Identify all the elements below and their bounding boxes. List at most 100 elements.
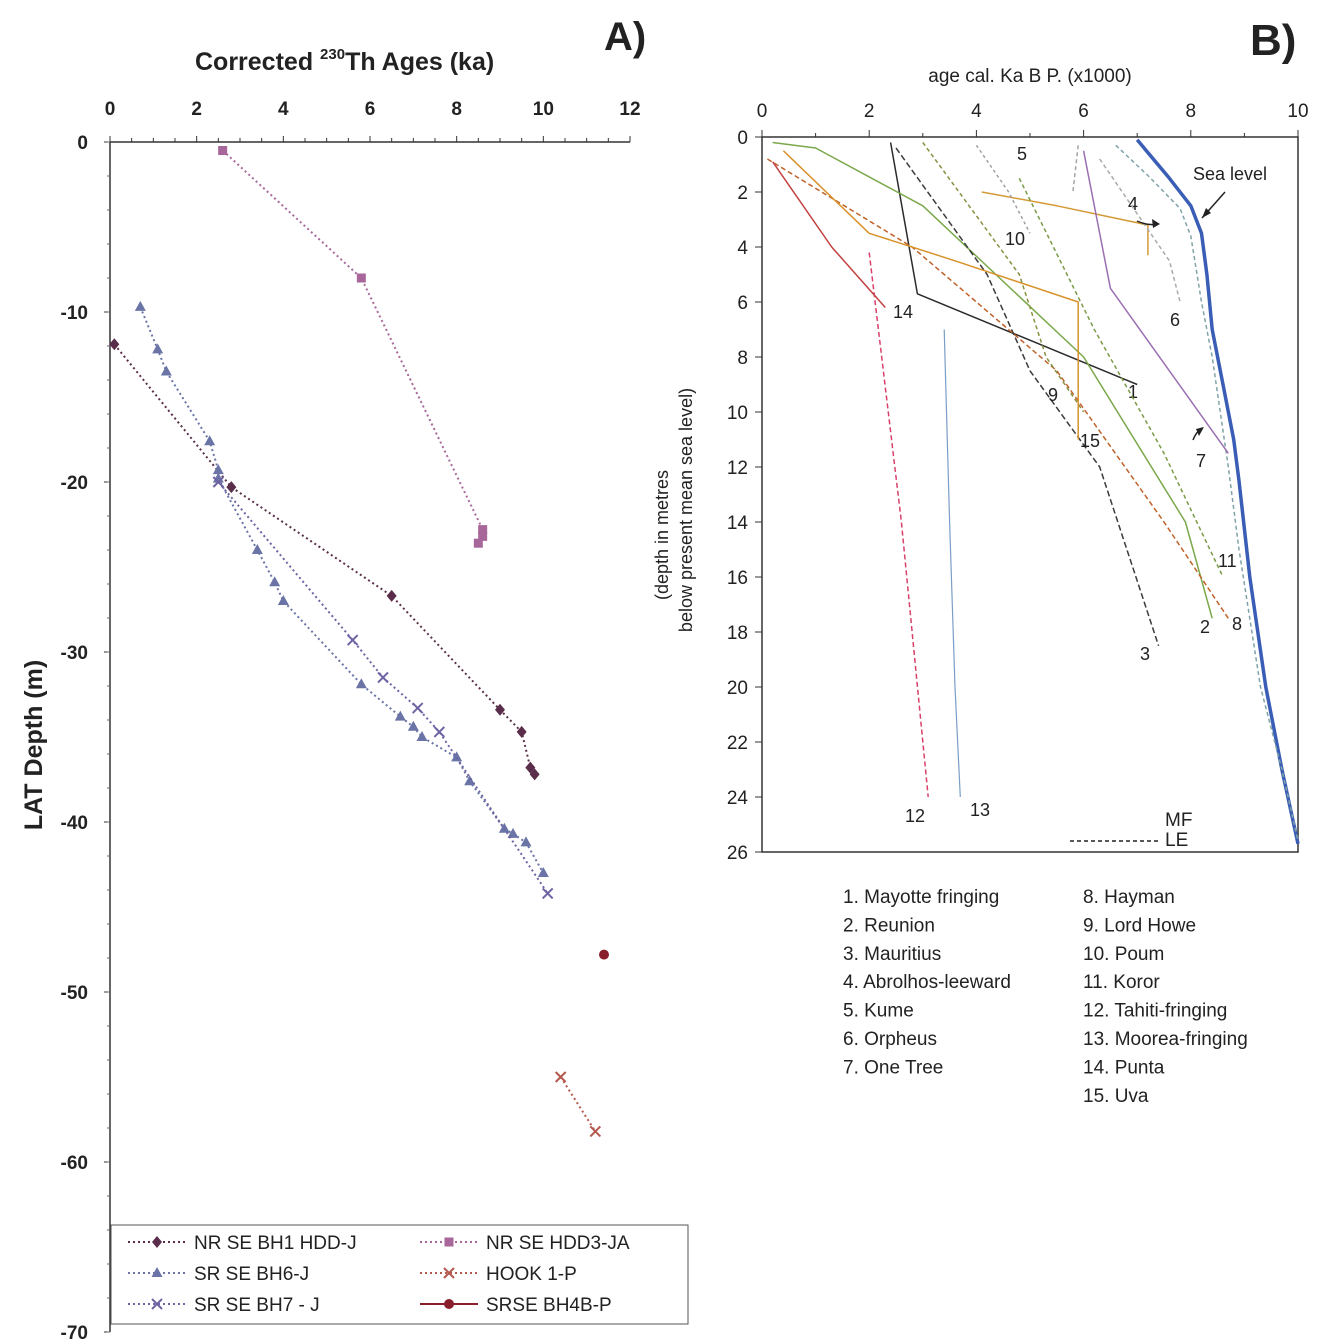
panel-a-data-point <box>554 1071 567 1083</box>
site-list-item: 3. Mauritius <box>843 944 941 965</box>
panel-b-series-14: 14 <box>772 161 913 322</box>
panel-b-y-tick-label: 26 <box>727 843 748 864</box>
panel-a-x-tick-label: 8 <box>451 99 462 120</box>
panel-a-legend: NR SE BH1 HDD-J NR SE HDD3-JA SR SE BH6-J H… <box>110 1224 689 1325</box>
panel-a-series-line <box>113 343 536 775</box>
panel-a-series-1 <box>109 338 540 781</box>
panel-a-y-tick-label: -70 <box>61 1323 88 1341</box>
panel-b-series-line <box>975 144 1031 234</box>
panel-a-data-point <box>160 365 172 376</box>
panel-b-series-10: 10 <box>975 144 1031 249</box>
panel-a-series-3 <box>134 300 549 877</box>
panel-a-data-point <box>516 725 527 738</box>
panel-a-data-point <box>394 710 406 721</box>
panel-a-y-tick-label: 0 <box>77 133 88 154</box>
panel-b-y-tick-label: 16 <box>727 568 748 589</box>
panel-b-series-label: 2 <box>1200 617 1210 637</box>
legend-box <box>110 1224 689 1325</box>
panel-b-series-line <box>895 147 1160 647</box>
panel-a-series-line <box>222 149 484 544</box>
panel-b-x-tick-label: 0 <box>757 101 768 122</box>
panel-a-series-2 <box>218 146 488 548</box>
legend-entry: SR SE BH6-J <box>128 1264 309 1285</box>
panel-a-data-point <box>464 775 476 786</box>
panel-a-y-tick-label: -60 <box>61 1153 88 1174</box>
panel-a-y-tick-label: -40 <box>61 813 88 834</box>
panel-b-y-tick-label: 6 <box>737 293 748 314</box>
panel-b-x-tick-label: 6 <box>1078 101 1089 122</box>
panel-b-series-9: 9 <box>922 142 1085 413</box>
panel-a-data-point <box>212 476 225 488</box>
panel-a-data-point <box>134 300 146 311</box>
panel-b-y-tick-label: 2 <box>737 183 748 204</box>
panel-b-series-line <box>1072 145 1079 193</box>
panel-a-data-point <box>589 1125 602 1138</box>
panel-b-title: age cal. Ka B P. (x1000) <box>928 66 1132 87</box>
panel-a-data-point <box>498 822 510 833</box>
panel-a-data-point <box>356 273 366 283</box>
panel-a-data-point <box>218 146 228 155</box>
panel-b-y-tick-label: 18 <box>727 623 748 644</box>
panel-a-series-line <box>139 306 545 874</box>
panel-b-y-tick-label: 22 <box>727 733 748 754</box>
panel-b-y-tick-label: 24 <box>727 788 749 809</box>
panel-b-series-label: 4 <box>1128 194 1138 214</box>
panel-b-series-mf <box>1115 144 1299 842</box>
panel-a-series-5 <box>212 476 554 900</box>
panel-b-x-tick-label: 8 <box>1186 101 1197 122</box>
panel-b-y-tick-label: 20 <box>727 678 748 699</box>
panel-a-data-point <box>407 720 419 731</box>
site-list-item: 7. One Tree <box>843 1057 943 1078</box>
panel-b-y-tick-label: 12 <box>727 458 748 479</box>
panel-a-data-point <box>478 531 488 541</box>
panel-a-y-tick-label: -30 <box>61 643 88 664</box>
panel-a-data-point <box>109 338 120 351</box>
panel-a-y-tick-label: -20 <box>61 473 88 494</box>
panel-a-data-point <box>541 887 554 900</box>
panel-b-series-label: 1 <box>1128 382 1138 402</box>
panel-b-series-label: 13 <box>970 800 990 820</box>
panel-b-series-line <box>1099 158 1181 303</box>
panel-a-x-tick-label: 2 <box>191 99 202 120</box>
legend-label: SR SE BH6-J <box>194 1264 309 1285</box>
panel-b-x-tick-label: 10 <box>1287 101 1308 122</box>
panel-a-data-point <box>416 731 428 741</box>
panel-b-ylabel-line2: below present mean sea level) <box>676 388 696 632</box>
label-4-arrowhead <box>1152 219 1160 228</box>
panel-a-series-4 <box>554 1071 602 1138</box>
panel-b-series-line <box>1018 177 1224 578</box>
panel-a-data-point <box>478 525 488 535</box>
site-list-item: 11. Koror <box>1083 972 1160 993</box>
panel-a-data-point <box>269 576 281 587</box>
panel-a-data-point <box>525 761 536 774</box>
panel-b-site-list: 1. Mayotte fringing 2. Reunion 3. Mauritiu… <box>843 887 1248 1107</box>
site-list-item: 2. Reunion <box>843 915 935 936</box>
panel-b-series-1: 1 <box>889 142 1138 402</box>
panel-b-series-2: 2 <box>772 141 1213 637</box>
panel-b-series-6: 6 <box>1099 158 1181 330</box>
panel-a-letter: A) <box>604 15 646 59</box>
panel-b-series-12: 12 <box>868 252 929 826</box>
label-7-arrowhead <box>1196 427 1204 436</box>
site-list-item: 4. Abrolhos-leeward <box>843 972 1011 993</box>
panel-b-series-line <box>889 142 1138 386</box>
le-label: LE <box>1165 830 1188 851</box>
panel-b-y-tick-label: 10 <box>727 403 748 424</box>
sea-level-arrowhead <box>1202 208 1211 218</box>
panel-a-data-point <box>386 589 397 602</box>
panel-b-series-label: 6 <box>1170 310 1180 330</box>
panel-a-data-point <box>226 481 237 494</box>
panel-a-data-point <box>529 768 540 781</box>
panel-a-series-line <box>559 1076 597 1132</box>
panel-b-series-line <box>943 329 961 798</box>
panel-b-x-tick-label: 4 <box>971 101 982 122</box>
legend-marker <box>444 1299 454 1309</box>
panel-b-series-label: 3 <box>1140 644 1150 664</box>
legend-entry: NR SE BH1 HDD-J <box>128 1233 357 1254</box>
legend-label: SR SE BH7 - J <box>194 1295 320 1316</box>
legend-label: HOOK 1-P <box>486 1264 577 1285</box>
panel-a-data-point <box>411 702 424 714</box>
site-list-item: 13. Moorea-fringing <box>1083 1029 1248 1050</box>
panel-b-series-4: 4 <box>981 191 1149 256</box>
